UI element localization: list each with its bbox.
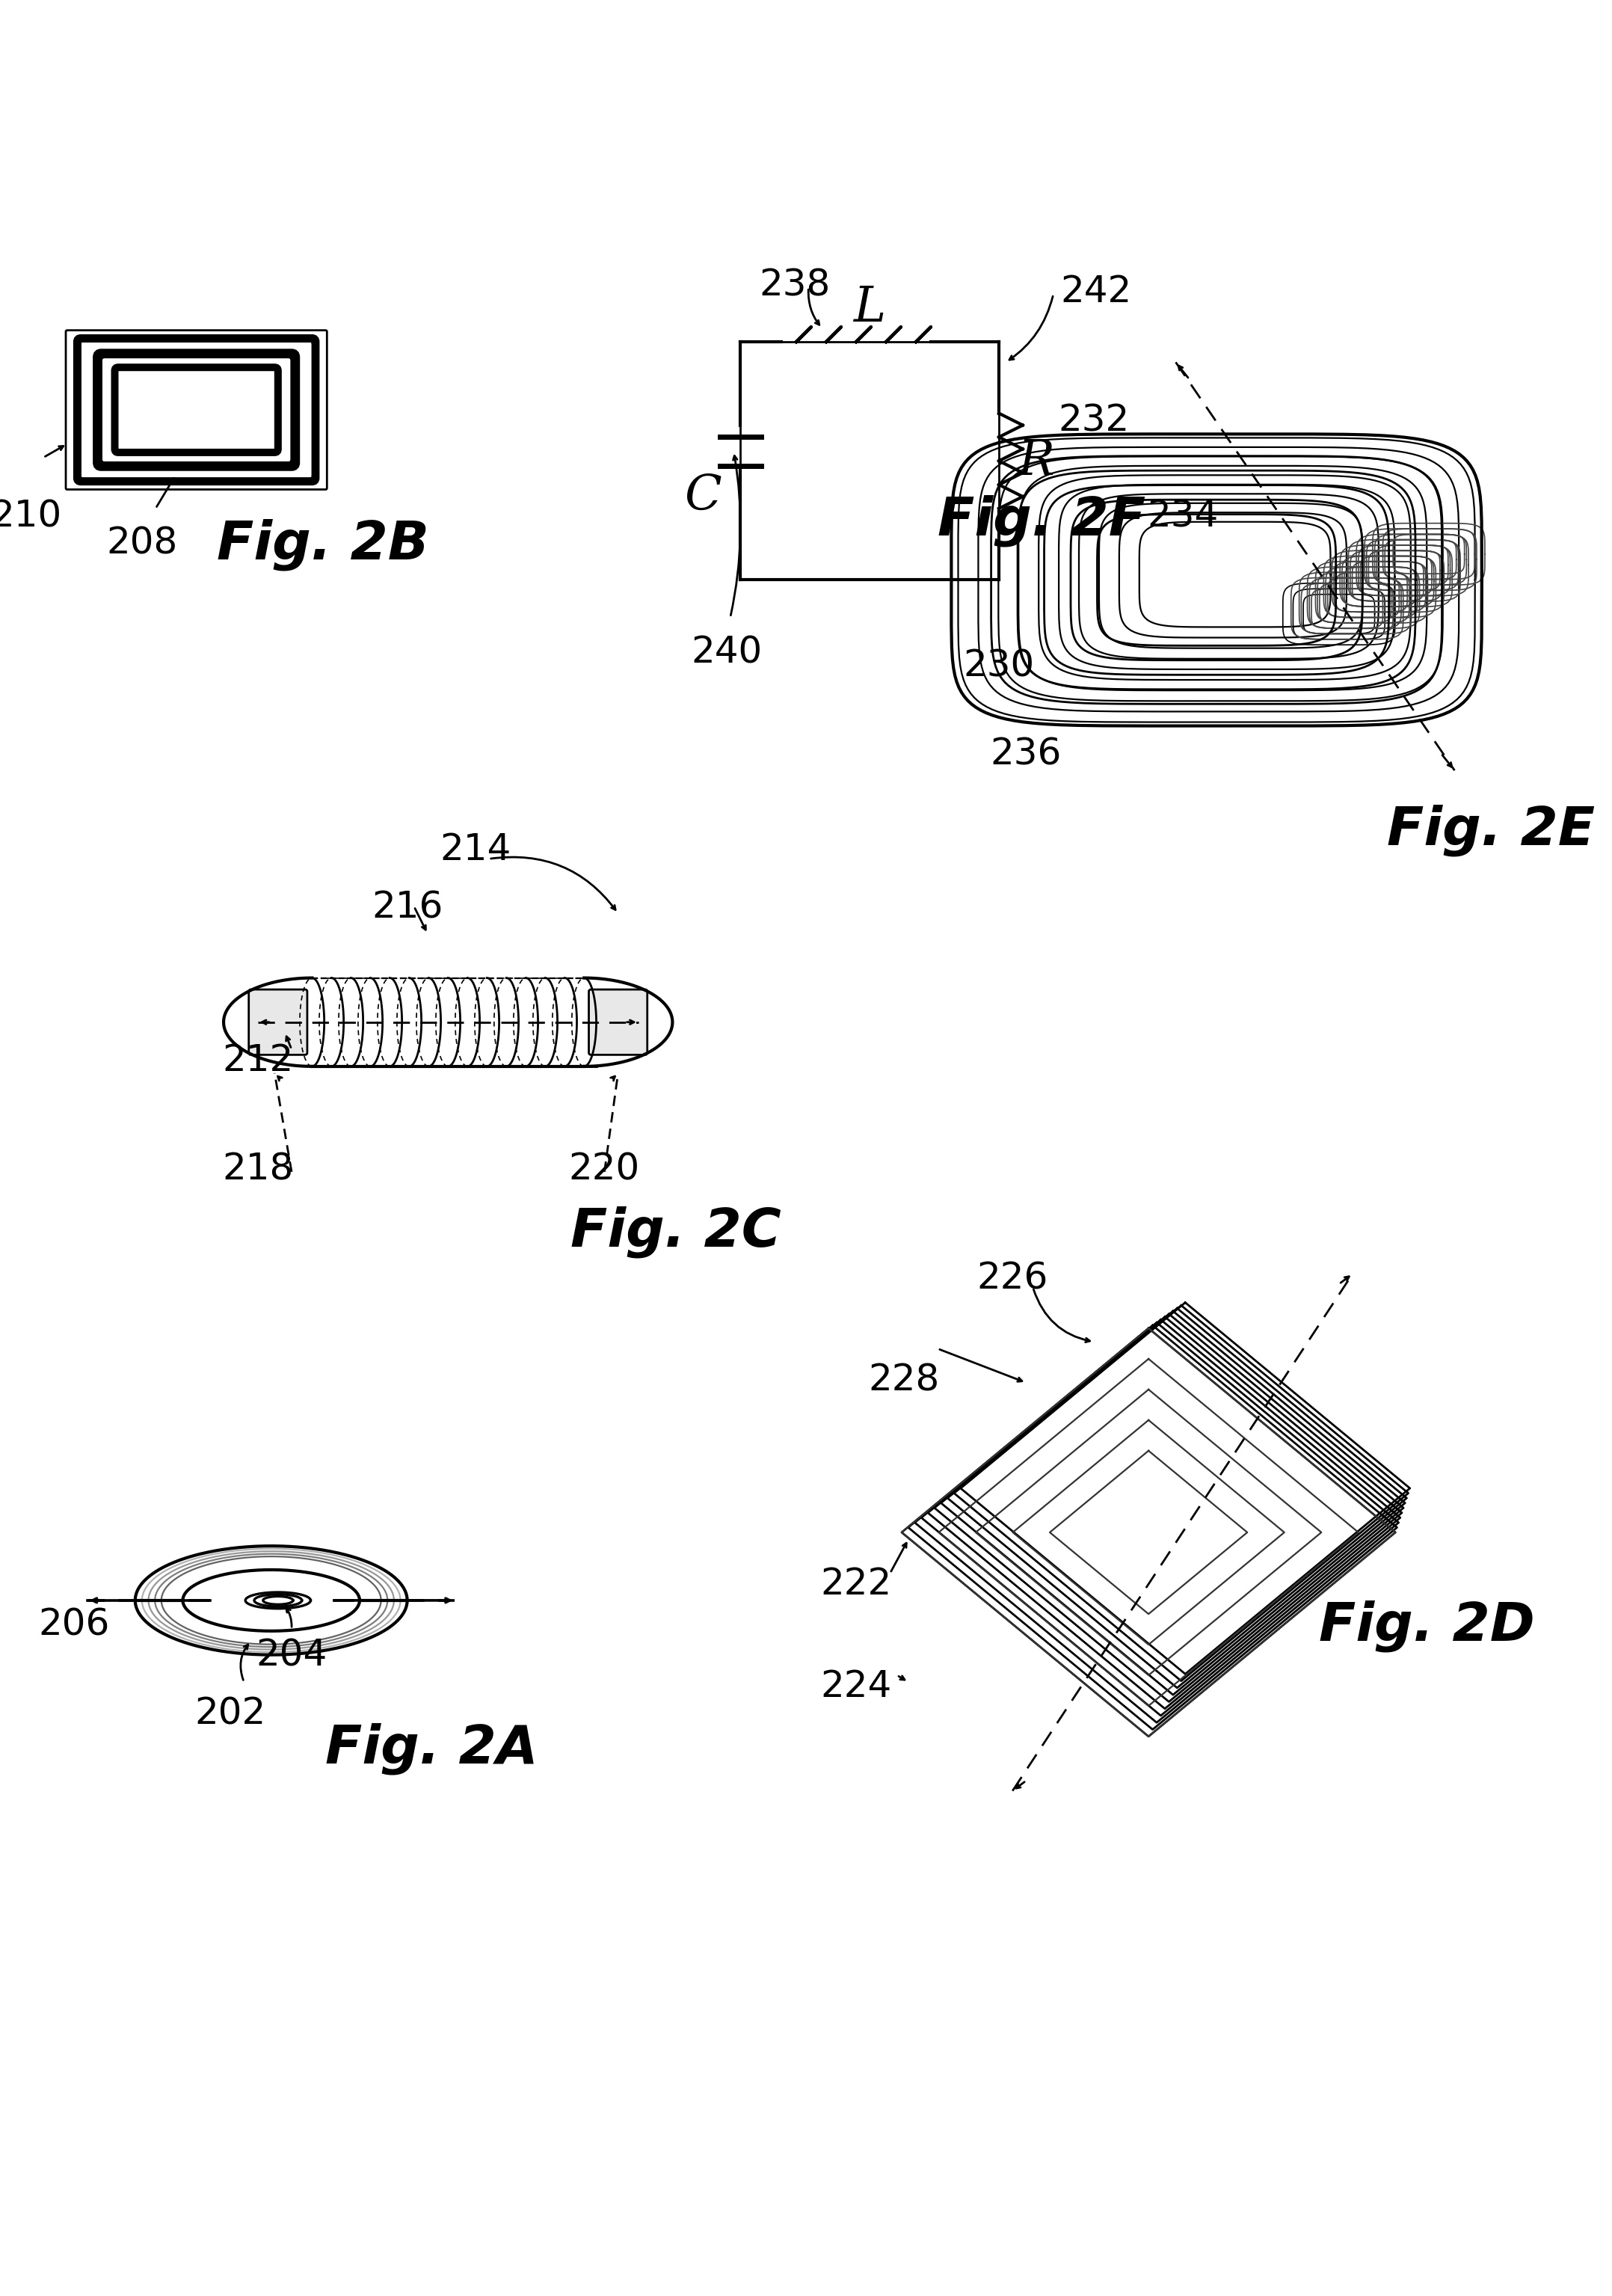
Text: L: L: [854, 285, 887, 331]
Text: 232: 232: [1059, 404, 1130, 439]
FancyBboxPatch shape: [103, 358, 290, 461]
Text: 204: 204: [256, 1637, 327, 1674]
Text: Fig. 2C: Fig. 2C: [571, 1205, 782, 1258]
Text: Fig. 2B: Fig. 2B: [216, 519, 429, 572]
Text: Fig. 2F: Fig. 2F: [938, 496, 1146, 546]
Text: 234: 234: [1146, 498, 1219, 535]
Text: 210: 210: [0, 498, 61, 535]
Text: 228: 228: [869, 1362, 940, 1398]
FancyBboxPatch shape: [588, 990, 648, 1054]
Text: 218: 218: [222, 1150, 293, 1187]
Text: 236: 236: [990, 737, 1062, 771]
Text: R: R: [1019, 436, 1054, 484]
Text: 238: 238: [759, 266, 830, 303]
Text: 220: 220: [569, 1150, 640, 1187]
Text: 222: 222: [821, 1566, 891, 1603]
Text: Fig. 2A: Fig. 2A: [326, 1722, 538, 1775]
Bar: [740, 342, 999, 581]
FancyBboxPatch shape: [82, 342, 311, 478]
Text: 224: 224: [821, 1669, 891, 1704]
Text: 206: 206: [39, 1607, 110, 1644]
Text: 216: 216: [371, 889, 443, 925]
FancyBboxPatch shape: [248, 990, 308, 1054]
Text: 208: 208: [106, 526, 177, 563]
Text: C: C: [685, 473, 722, 521]
Text: 230: 230: [964, 647, 1035, 684]
Text: 212: 212: [222, 1042, 293, 1079]
Text: 226: 226: [977, 1261, 1048, 1297]
Text: 202: 202: [195, 1697, 266, 1731]
Text: Fig. 2E: Fig. 2E: [1386, 804, 1594, 856]
Text: 242: 242: [1061, 273, 1132, 310]
Text: 214: 214: [440, 831, 511, 868]
Text: 240: 240: [692, 634, 762, 670]
Text: Fig. 2D: Fig. 2D: [1319, 1600, 1535, 1653]
